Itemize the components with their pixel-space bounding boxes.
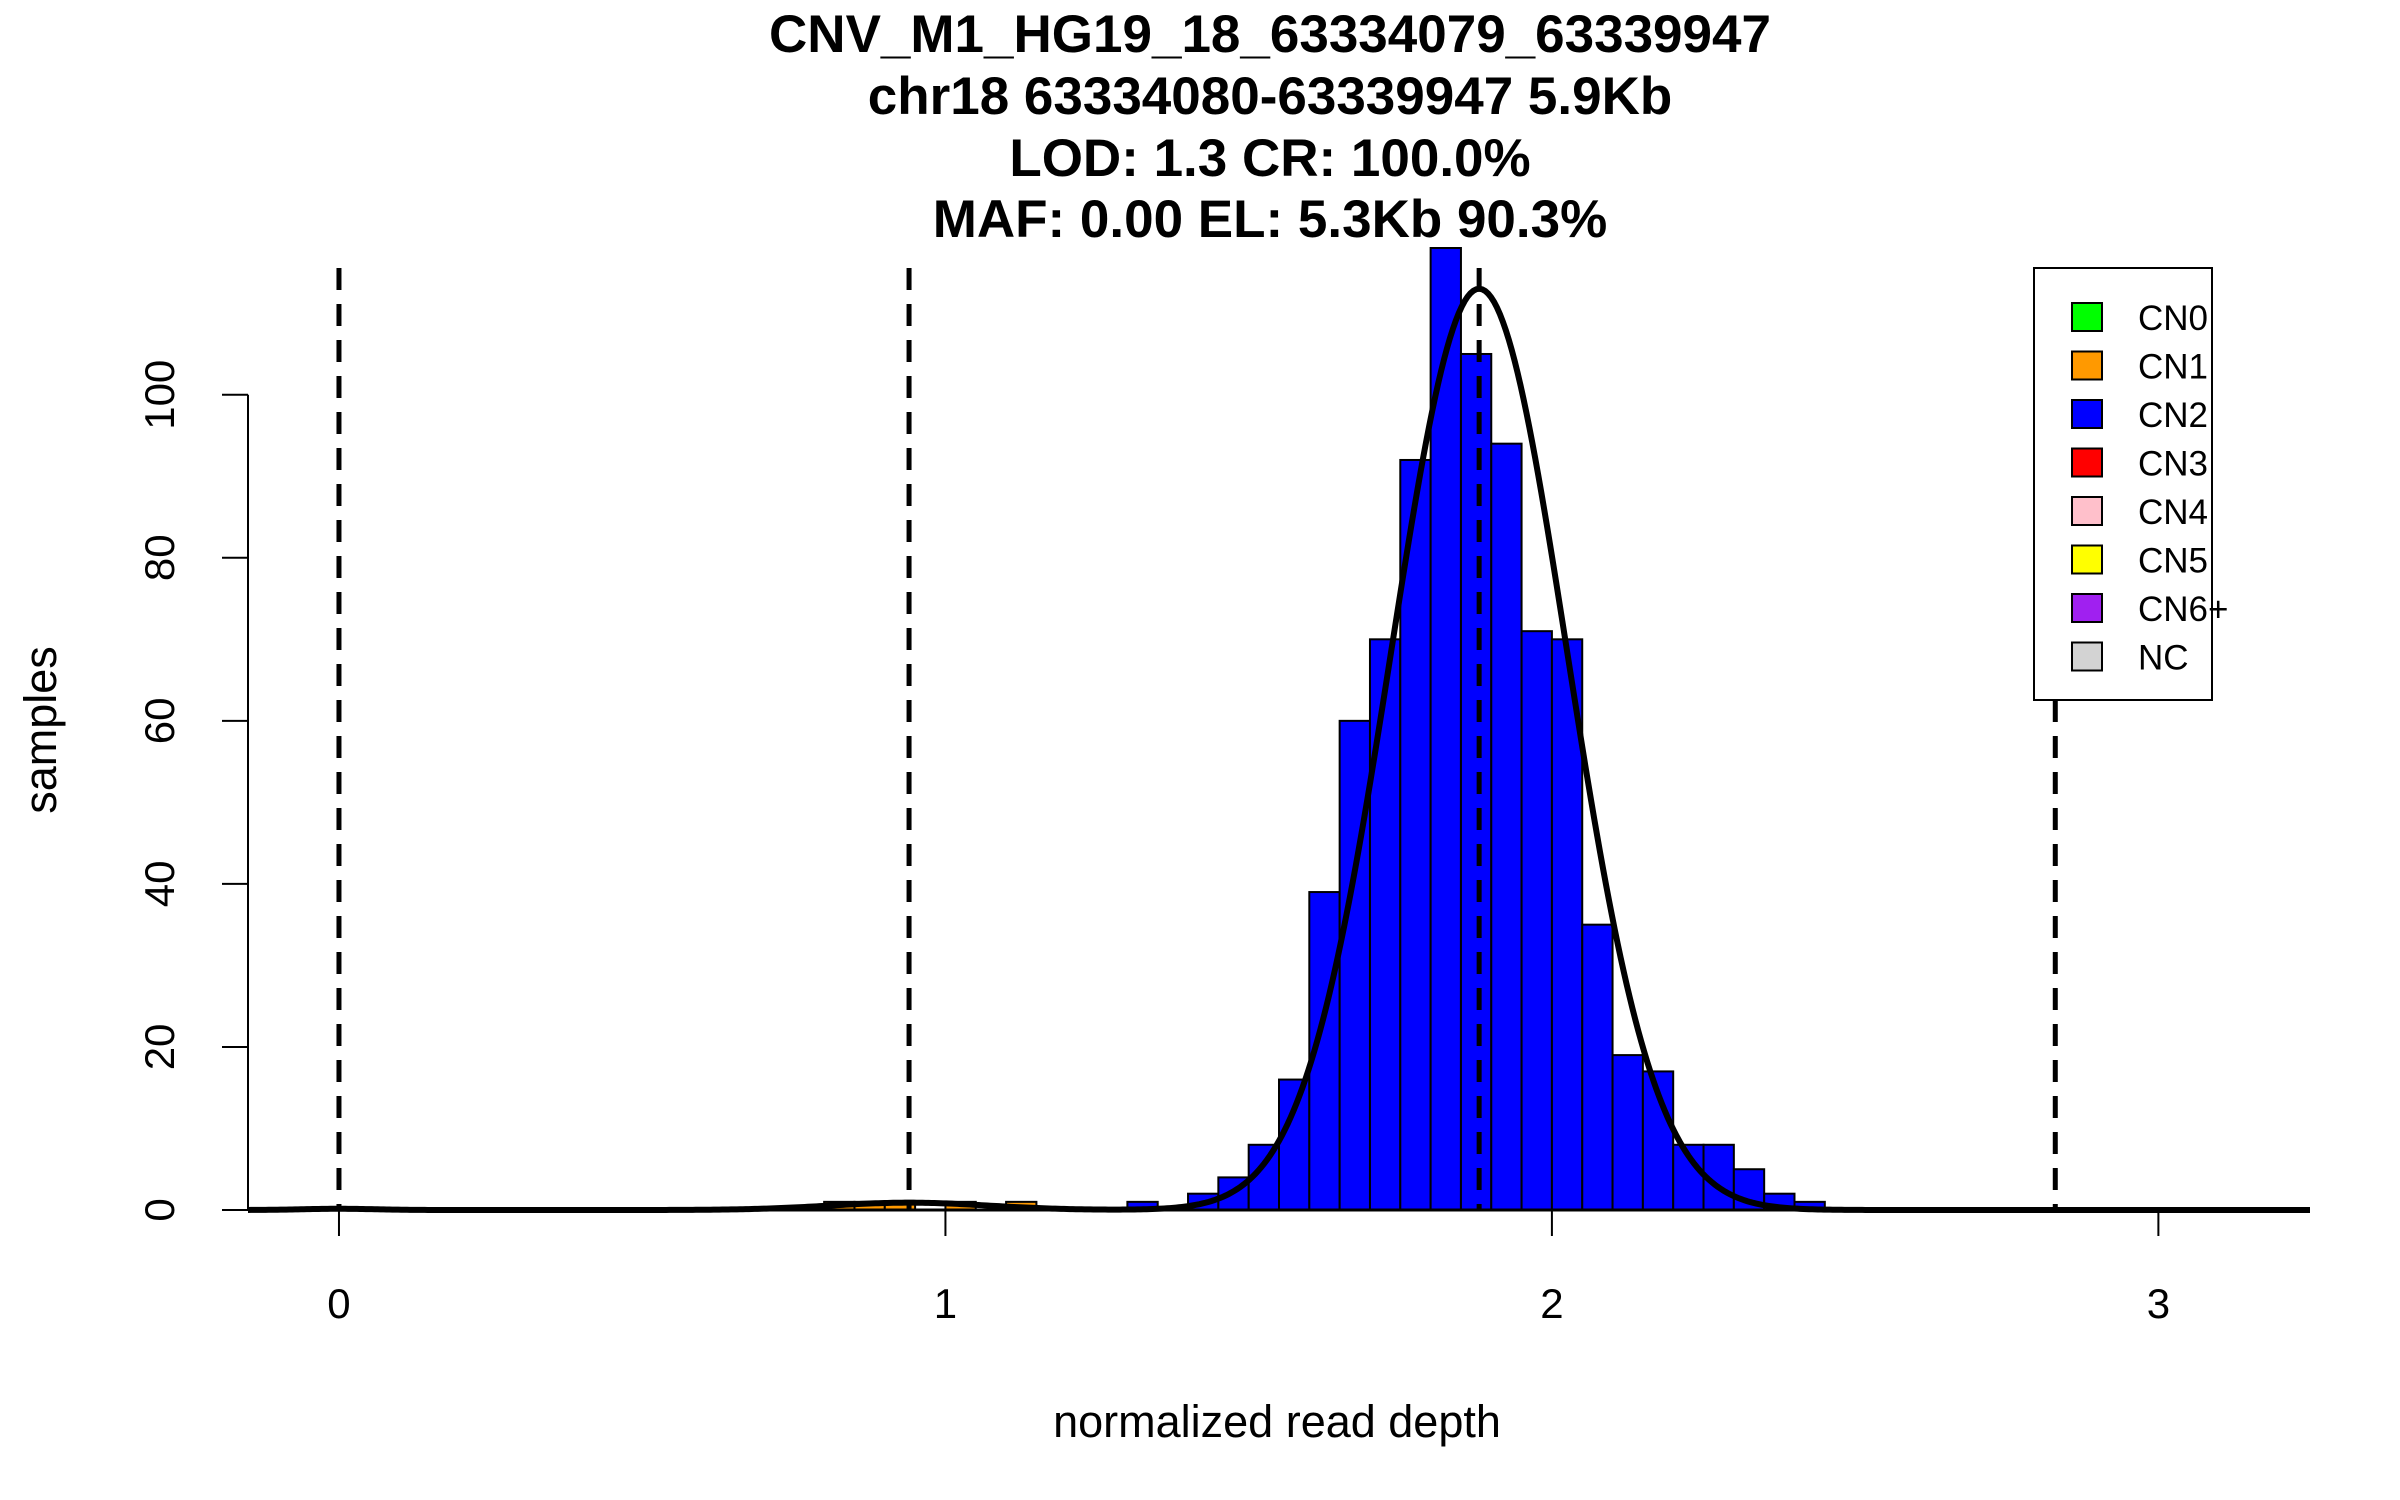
- legend-swatch-cn6plus: [2071, 593, 2103, 623]
- y-axis-label: samples: [15, 646, 66, 814]
- legend-swatch-nc: [2071, 641, 2103, 672]
- title-line-2: chr18 63334080-63339947 5.9Kb: [868, 67, 1672, 126]
- y-tick-label-1: 20: [136, 1024, 183, 1071]
- title-line-1: CNV_M1_HG19_18_63334079_63339947: [769, 5, 1771, 64]
- legend-label-cn3: CN3: [2138, 445, 2208, 484]
- y-tick-label-0: 0: [136, 1198, 183, 1221]
- histogram-bars: [823, 247, 1826, 1212]
- legend-swatch-cn5: [2071, 544, 2103, 575]
- fit-curves: [247, 285, 2310, 1213]
- legend-swatch-cn2: [2071, 399, 2103, 429]
- axes: 0 1 2 3 0 20 40 60 80 100: [136, 360, 2310, 1327]
- legend-label-cn0: CN0: [2138, 299, 2208, 338]
- histogram-bar-16: [1490, 442, 1523, 1212]
- x-tick-label-3: 3: [2147, 1280, 2170, 1327]
- legend-box: [2033, 267, 2213, 701]
- legend-label-cn5: CN5: [2138, 542, 2208, 581]
- y-tick-label-4: 80: [136, 534, 183, 581]
- y-tick-label-2: 40: [136, 861, 183, 908]
- histogram-bar-18: [1550, 638, 1584, 1211]
- x-axis-label: normalized read depth: [1053, 1396, 1501, 1447]
- legend-label-cn2: CN2: [2138, 396, 2208, 435]
- x-tick-label-2: 2: [1540, 1280, 1563, 1327]
- histogram-bar-19: [1581, 923, 1614, 1211]
- legend-swatch-cn0: [2071, 302, 2103, 332]
- histogram-bar-12: [1368, 638, 1402, 1211]
- title-line-3: LOD: 1.3 CR: 100.0%: [1009, 129, 1530, 188]
- fit-curve: [247, 285, 2310, 1213]
- histogram-bar-9: [1278, 1078, 1311, 1212]
- legend-label-cn6plus: CN6+: [2138, 590, 2228, 629]
- chart-title: CNV_M1_HG19_18_63334079_63339947 chr18 6…: [769, 5, 1771, 249]
- legend-label-cn4: CN4: [2138, 493, 2208, 532]
- title-line-4: MAF: 0.00 EL: 5.3Kb 90.3%: [933, 190, 1607, 249]
- histogram-bar-10: [1308, 891, 1341, 1211]
- legend: CN0 CN1 CN2 CN3 CN4 CN5 CN6+ NC: [2033, 267, 2228, 701]
- histogram-bar-15: [1459, 352, 1493, 1212]
- legend-swatch-cn1: [2071, 350, 2103, 381]
- legend-label-nc: NC: [2138, 639, 2189, 678]
- x-tick-label-1: 1: [934, 1280, 957, 1327]
- y-tick-label-3: 60: [136, 697, 183, 744]
- histogram-bar-17: [1520, 630, 1553, 1211]
- histogram-bar-13: [1399, 458, 1432, 1212]
- dashed-threshold-lines: [336, 268, 2058, 1210]
- legend-swatch-cn4: [2071, 496, 2103, 526]
- legend-label-cn1: CN1: [2138, 348, 2208, 387]
- y-tick-label-5: 100: [136, 360, 183, 430]
- histogram-bar-20: [1611, 1054, 1644, 1211]
- x-tick-label-0: 0: [327, 1280, 350, 1327]
- legend-swatch-cn3: [2071, 447, 2103, 478]
